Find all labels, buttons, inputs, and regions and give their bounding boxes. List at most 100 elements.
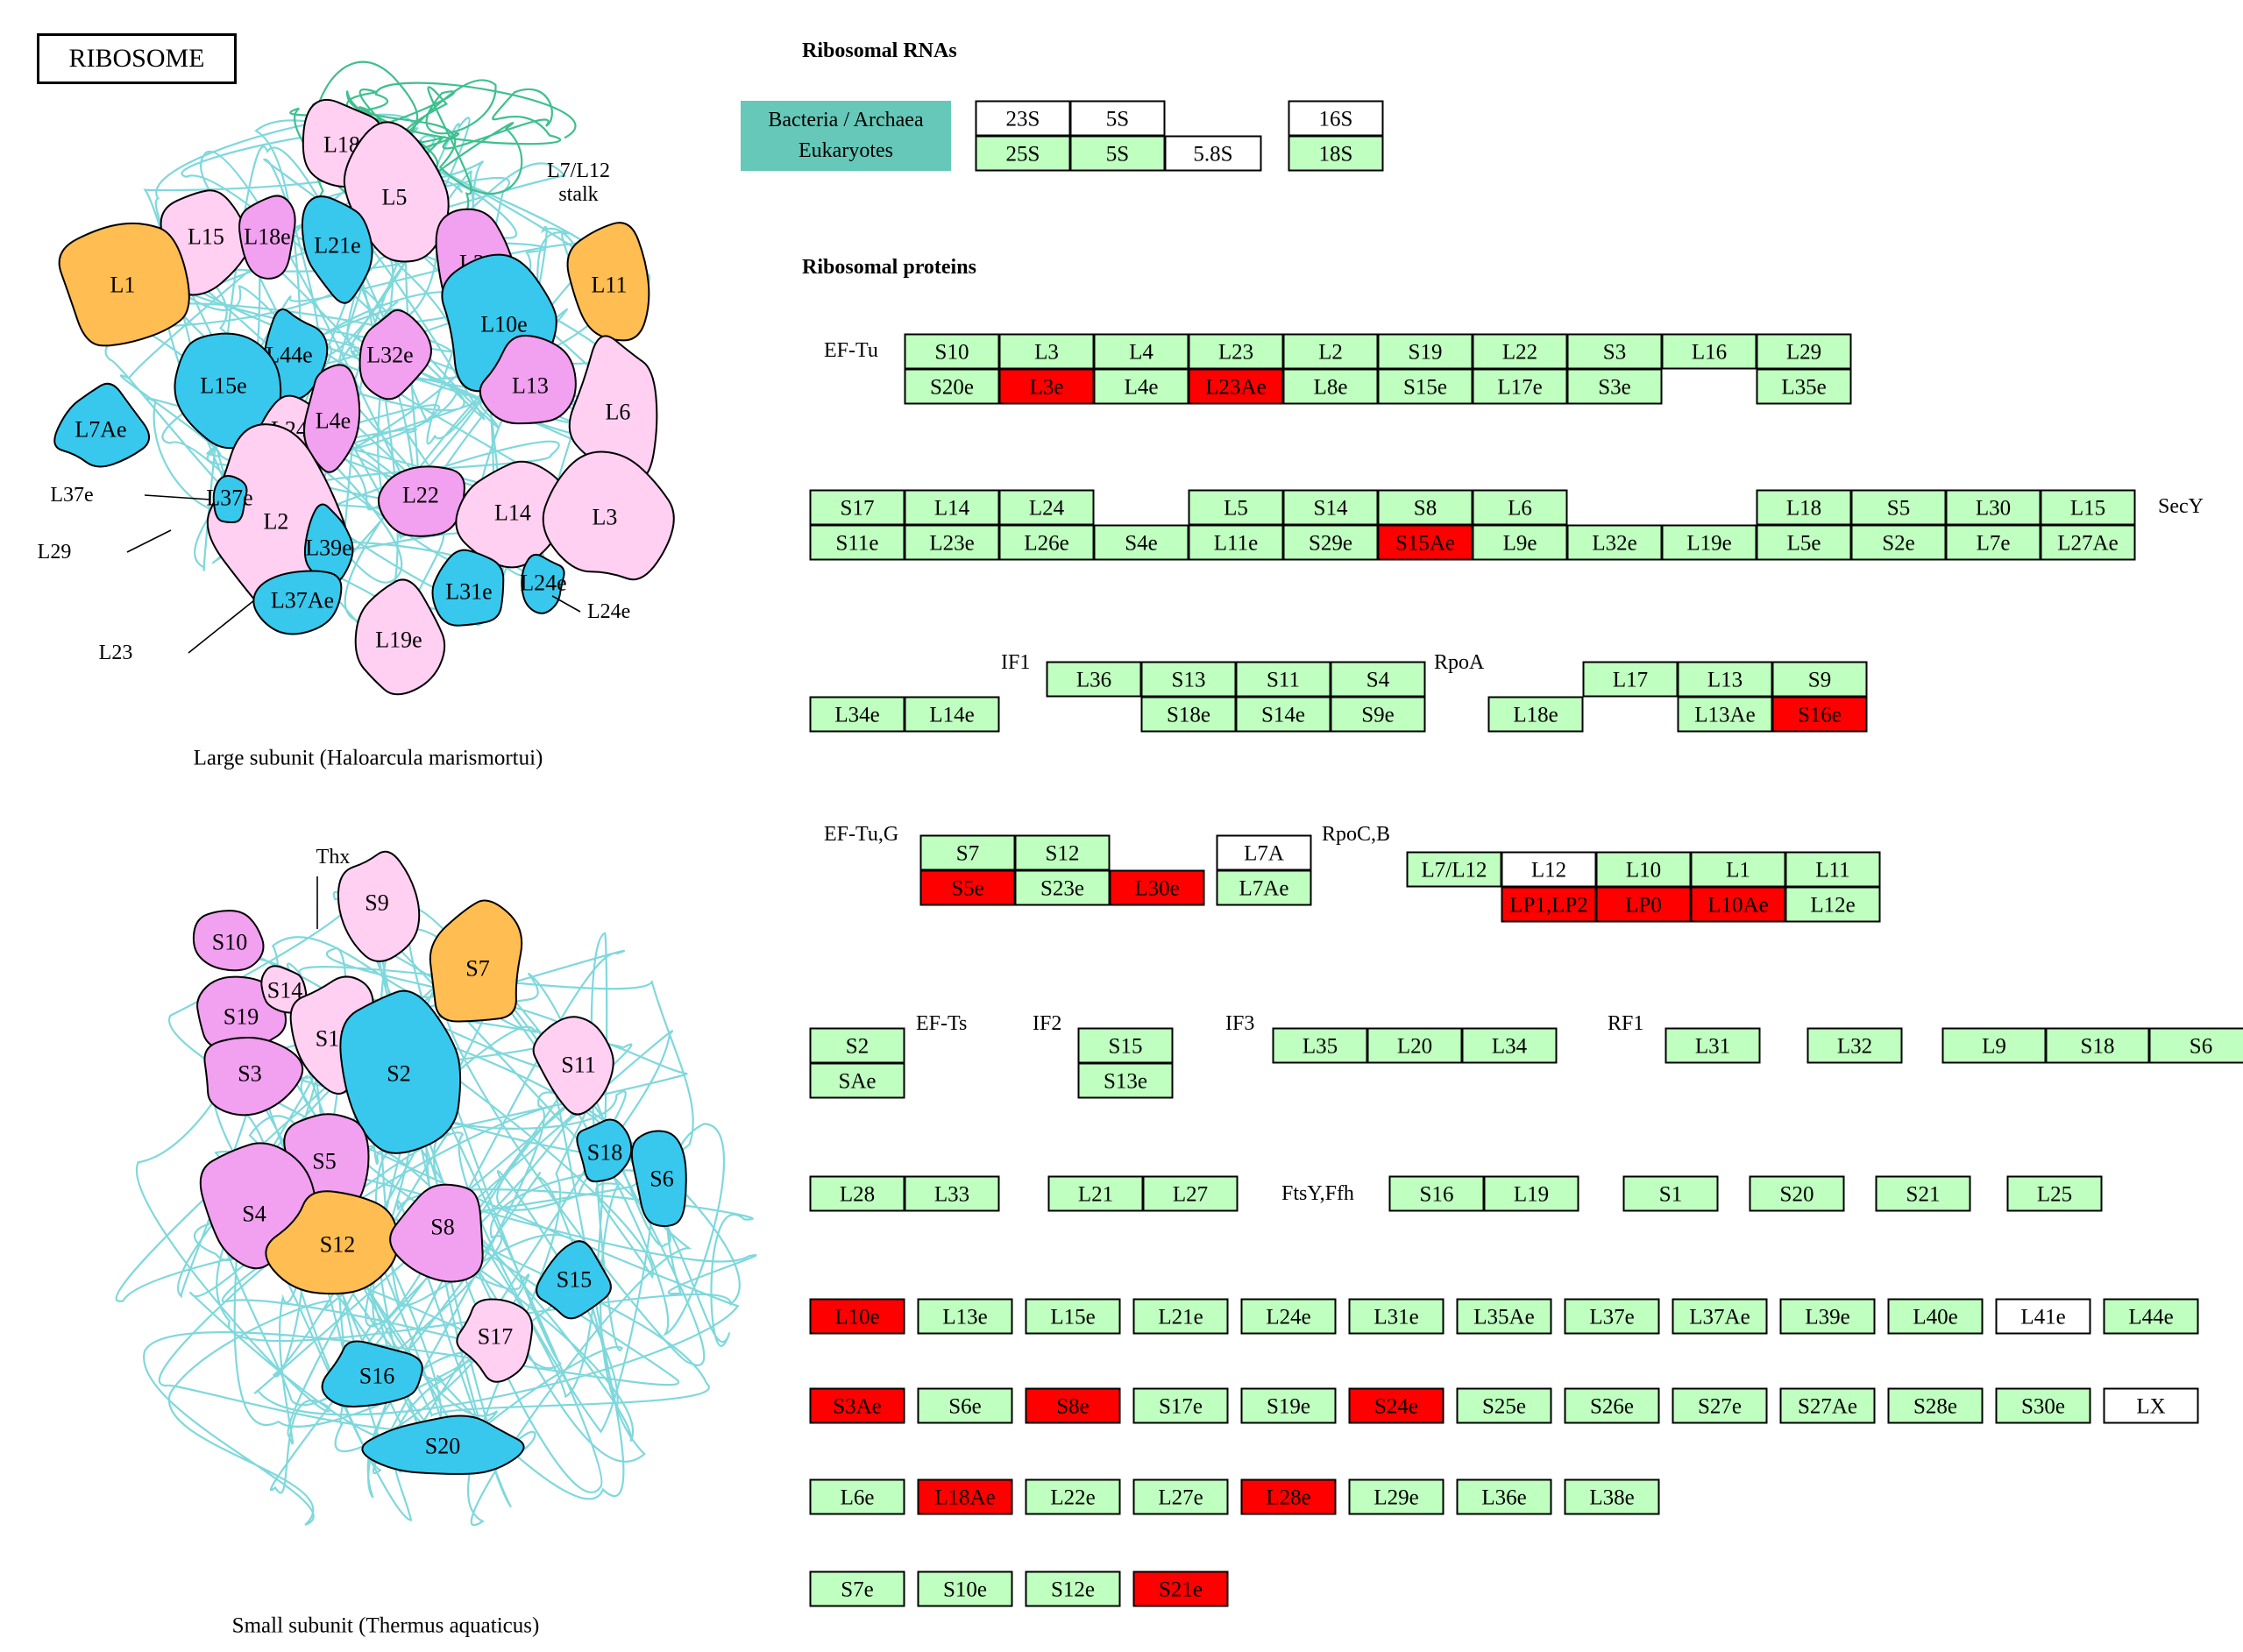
- gene-node-l12e[interactable]: L12e: [1785, 886, 1881, 923]
- gene-node-s15ae[interactable]: S15Ae: [1377, 524, 1473, 561]
- gene-node-s18e[interactable]: S18e: [1140, 696, 1237, 733]
- gene-node-s2e[interactable]: S2e: [1850, 524, 1947, 561]
- rna-node-16s[interactable]: 16S: [1288, 100, 1384, 137]
- gene-node-s7[interactable]: S7: [919, 834, 1016, 871]
- gene-node-l4e[interactable]: L4e: [1093, 368, 1189, 405]
- gene-node-l6e[interactable]: L6e: [809, 1478, 905, 1515]
- gene-node-l29[interactable]: L29: [1756, 333, 1852, 370]
- gene-node-s15e[interactable]: S15e: [1377, 368, 1473, 405]
- rna-node-18s[interactable]: 18S: [1288, 135, 1384, 172]
- gene-node-s12e[interactable]: S12e: [1025, 1570, 1121, 1607]
- gene-node-s21[interactable]: S21: [1875, 1175, 1971, 1212]
- gene-node-s19[interactable]: S19: [1377, 333, 1473, 370]
- rna-node-23s[interactable]: 23S: [975, 100, 1071, 137]
- gene-node-l41e[interactable]: L41e: [1995, 1298, 2091, 1335]
- gene-node-l5[interactable]: L5: [1188, 489, 1284, 526]
- gene-node-l38e[interactable]: L38e: [1564, 1478, 1660, 1515]
- gene-node-lx[interactable]: LX: [2103, 1387, 2199, 1424]
- gene-node-l29e[interactable]: L29e: [1348, 1478, 1444, 1515]
- gene-node-l21e[interactable]: L21e: [1132, 1298, 1229, 1335]
- gene-node-l44e[interactable]: L44e: [2103, 1298, 2199, 1335]
- rna-node-5s[interactable]: 5S: [1069, 135, 1166, 172]
- gene-node-s16[interactable]: S16: [1388, 1175, 1485, 1212]
- gene-node-l17e[interactable]: L17e: [1472, 368, 1568, 405]
- gene-node-l3[interactable]: L3: [998, 333, 1095, 370]
- gene-node-l31[interactable]: L31: [1665, 1027, 1761, 1064]
- gene-node-l34e[interactable]: L34e: [809, 696, 905, 733]
- gene-node-l19[interactable]: L19: [1483, 1175, 1579, 1212]
- gene-node-lp0[interactable]: LP0: [1595, 886, 1692, 923]
- gene-node-s17e[interactable]: S17e: [1132, 1387, 1229, 1424]
- gene-node-l6[interactable]: L6: [1472, 489, 1568, 526]
- gene-node-l13e[interactable]: L13e: [917, 1298, 1013, 1335]
- gene-node-s24e[interactable]: S24e: [1348, 1387, 1444, 1424]
- gene-node-s6[interactable]: S6: [2148, 1027, 2243, 1064]
- gene-node-l23ae[interactable]: L23Ae: [1188, 368, 1284, 405]
- gene-node-l35ae[interactable]: L35Ae: [1456, 1298, 1552, 1335]
- gene-node-l35e[interactable]: L35e: [1756, 368, 1852, 405]
- gene-node-s25e[interactable]: S25e: [1456, 1387, 1552, 1424]
- rna-node-25s[interactable]: 25S: [975, 135, 1071, 172]
- gene-node-l34[interactable]: L34: [1461, 1027, 1558, 1064]
- gene-node-l23[interactable]: L23: [1188, 333, 1284, 370]
- gene-node-l2[interactable]: L2: [1282, 333, 1379, 370]
- gene-node-l39e[interactable]: L39e: [1779, 1298, 1876, 1335]
- gene-node-l9e[interactable]: L9e: [1472, 524, 1568, 561]
- gene-node-l37e[interactable]: L37e: [1564, 1298, 1660, 1335]
- gene-node-s27ae[interactable]: S27Ae: [1779, 1387, 1876, 1424]
- gene-node-l21[interactable]: L21: [1047, 1175, 1144, 1212]
- gene-node-l37ae[interactable]: L37Ae: [1672, 1298, 1768, 1335]
- rna-node-5-8s[interactable]: 5.8S: [1164, 135, 1262, 172]
- gene-node-s18[interactable]: S18: [2045, 1027, 2150, 1064]
- gene-node-l36e[interactable]: L36e: [1456, 1478, 1552, 1515]
- gene-node-s8[interactable]: S8: [1377, 489, 1473, 526]
- gene-node-l15e[interactable]: L15e: [1025, 1298, 1121, 1335]
- gene-node-l27[interactable]: L27: [1142, 1175, 1239, 1212]
- gene-node-sae[interactable]: SAe: [809, 1062, 905, 1099]
- gene-node-l7ae[interactable]: L7Ae: [1216, 869, 1312, 906]
- gene-node-l12[interactable]: L12: [1501, 851, 1597, 888]
- gene-node-l22[interactable]: L22: [1472, 333, 1568, 370]
- gene-node-l31e[interactable]: L31e: [1348, 1298, 1444, 1335]
- gene-node-s21e[interactable]: S21e: [1132, 1570, 1229, 1607]
- gene-node-s2[interactable]: S2: [809, 1027, 905, 1064]
- gene-node-l19e[interactable]: L19e: [1661, 524, 1757, 561]
- gene-node-l11e[interactable]: L11e: [1188, 524, 1284, 561]
- gene-node-s3[interactable]: S3: [1566, 333, 1663, 370]
- gene-node-l24e[interactable]: L24e: [1240, 1298, 1337, 1335]
- gene-node-l18[interactable]: L18: [1756, 489, 1852, 526]
- gene-node-s9[interactable]: S9: [1771, 661, 1868, 698]
- gene-node-l36[interactable]: L36: [1046, 661, 1142, 698]
- gene-node-l32e[interactable]: L32e: [1566, 524, 1663, 561]
- gene-node-l24[interactable]: L24: [998, 489, 1095, 526]
- rna-node-5s[interactable]: 5S: [1069, 100, 1166, 137]
- gene-node-s26e[interactable]: S26e: [1564, 1387, 1660, 1424]
- gene-node-l32[interactable]: L32: [1806, 1027, 1903, 1064]
- gene-node-s6e[interactable]: S6e: [917, 1387, 1013, 1424]
- gene-node-s13[interactable]: S13: [1140, 661, 1237, 698]
- gene-node-l27e[interactable]: L27e: [1132, 1478, 1229, 1515]
- gene-node-l28[interactable]: L28: [809, 1175, 905, 1212]
- gene-node-s8e[interactable]: S8e: [1025, 1387, 1121, 1424]
- gene-node-s29e[interactable]: S29e: [1282, 524, 1379, 561]
- gene-node-s5e[interactable]: S5e: [919, 869, 1016, 906]
- gene-node-s27e[interactable]: S27e: [1672, 1387, 1768, 1424]
- gene-node-s4e[interactable]: S4e: [1093, 524, 1189, 561]
- gene-node-s5[interactable]: S5: [1850, 489, 1947, 526]
- gene-node-l4[interactable]: L4: [1093, 333, 1189, 370]
- gene-node-s28e[interactable]: S28e: [1887, 1387, 1984, 1424]
- gene-node-l25[interactable]: L25: [2006, 1175, 2103, 1212]
- gene-node-s12[interactable]: S12: [1014, 834, 1111, 871]
- gene-node-l13ae[interactable]: L13Ae: [1677, 696, 1773, 733]
- gene-node-s19e[interactable]: S19e: [1240, 1387, 1337, 1424]
- gene-node-l8e[interactable]: L8e: [1282, 368, 1379, 405]
- gene-node-s3ae[interactable]: S3Ae: [809, 1387, 905, 1424]
- gene-node-l14e[interactable]: L14e: [904, 696, 1000, 733]
- gene-node-l30e[interactable]: L30e: [1109, 869, 1205, 906]
- gene-node-l7-l12[interactable]: L7/L12: [1406, 851, 1502, 888]
- gene-node-l17[interactable]: L17: [1582, 661, 1679, 698]
- gene-node-l18e[interactable]: L18e: [1487, 696, 1584, 733]
- gene-node-l30[interactable]: L30: [1945, 489, 2041, 526]
- gene-node-l28e[interactable]: L28e: [1240, 1478, 1337, 1515]
- gene-node-l9[interactable]: L9: [1941, 1027, 2047, 1064]
